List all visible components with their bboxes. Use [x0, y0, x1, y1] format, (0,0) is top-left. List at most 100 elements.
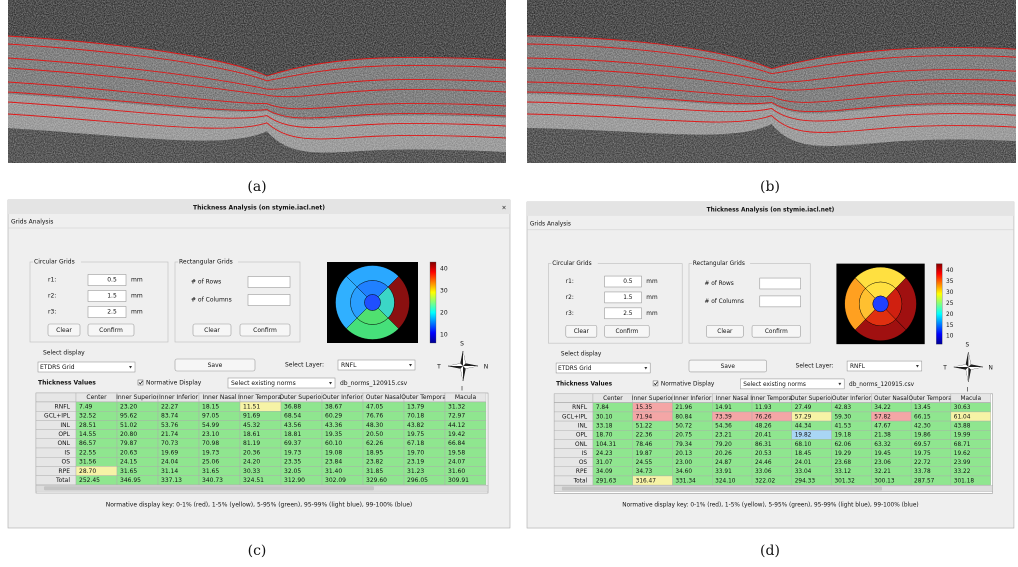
scroll-thumb[interactable] [44, 486, 374, 490]
cell-value: 72.97 [448, 413, 465, 420]
cell-value: 33.91 [715, 469, 732, 475]
row-label: INL [60, 422, 70, 429]
cell-value: 31.56 [79, 459, 96, 466]
menu-item[interactable]: Grids Analysis [530, 221, 571, 227]
cell-value: 51.02 [120, 422, 137, 429]
colorbar-tick: 40 [946, 268, 954, 274]
cell-value: 31.23 [407, 468, 424, 475]
cell-value: 24.15 [120, 459, 137, 466]
table-header: Inner Superior [632, 396, 674, 402]
window-title: Thickness Analysis (on stymie.iacl.net) [707, 207, 835, 213]
cell-value: 22.36 [636, 433, 653, 439]
field-unit: mm [646, 311, 658, 317]
cell-value: 19.73 [284, 449, 301, 456]
cell-value: 337.13 [161, 477, 182, 484]
cell-value: 61.04 [954, 414, 971, 420]
cell-value: 48.26 [755, 423, 772, 429]
panel-caption: (b) [760, 179, 780, 195]
cell-value: 296.05 [407, 477, 428, 484]
cell-value: 31.60 [448, 468, 465, 475]
field-label: # of Columns [191, 297, 232, 304]
cell-value: 66.15 [914, 414, 931, 420]
close-button[interactable]: × [501, 205, 506, 212]
table-header: Outer Temporal [909, 396, 954, 402]
compass-label: N [484, 364, 489, 371]
cell-value: 7.84 [596, 405, 609, 411]
compass-label: S [966, 343, 970, 349]
cell-value: 329.60 [366, 477, 387, 484]
cell-value: 20.63 [120, 449, 137, 456]
table-header: Inner Inferior [673, 396, 711, 402]
button-label: Clear [574, 329, 590, 335]
field-label: r1: [48, 277, 56, 284]
cell-value: 59.30 [834, 414, 851, 420]
dropdown-value: Select existing norms [743, 382, 806, 388]
cell-value: 73.39 [715, 414, 732, 420]
cell-value: 28.51 [79, 422, 96, 429]
norms-file: db_norms_120915.csv [849, 382, 915, 388]
cell-value: 68.54 [284, 413, 301, 420]
cell-value: 79.87 [120, 440, 137, 447]
cell-value: 21.96 [675, 405, 692, 411]
cell-value: 22.55 [79, 449, 96, 456]
cell-value: 33.12 [834, 469, 851, 475]
panel-caption: (c) [248, 543, 267, 559]
table-header: Center [86, 394, 107, 401]
row-label: RPE [58, 468, 70, 475]
text-input[interactable] [248, 295, 290, 306]
cell-value: 18.70 [596, 433, 613, 439]
norm-key: Normative display key: 0-1% (red), 1-5% … [622, 503, 918, 509]
cell-value: 36.88 [284, 403, 301, 410]
colorbar-tick: 30 [440, 288, 448, 295]
field-value: 2.5 [623, 311, 632, 317]
table-header: Outer Nasal [874, 396, 909, 402]
colorbar-tick: 25 [946, 301, 954, 307]
cell-value: 53.76 [161, 422, 178, 429]
text-input[interactable] [760, 296, 801, 307]
cell-value: 24.55 [636, 460, 653, 466]
cell-value: 54.36 [715, 423, 732, 429]
button-label: Confirm [253, 327, 277, 334]
menu-item[interactable]: Grids Analysis [11, 219, 53, 226]
cell-value: 24.87 [715, 460, 732, 466]
cell-value: 11.93 [755, 405, 772, 411]
dropdown-value: ETDRS Grid [40, 364, 75, 371]
text-input[interactable] [248, 277, 290, 288]
cell-value: 340.73 [202, 477, 223, 484]
cell-value: 32.05 [284, 468, 301, 475]
table-header: Macula [455, 394, 477, 401]
cell-value: 252.45 [79, 477, 100, 484]
cell-value: 18.81 [284, 431, 301, 438]
cell-value: 95.62 [120, 413, 137, 420]
cell-value: 33.06 [755, 469, 772, 475]
row-header-cell [36, 457, 76, 466]
text-input[interactable] [760, 278, 801, 289]
cell-value: 20.80 [120, 431, 137, 438]
table-header: Inner Nasal [716, 396, 749, 402]
table-header-cell [36, 393, 76, 402]
button-label: Save [721, 364, 736, 370]
panel-caption: (d) [760, 543, 780, 559]
cell-value: 23.99 [954, 460, 971, 466]
colorbar-tick: 40 [440, 266, 448, 273]
compass-label: T [942, 365, 947, 371]
cell-value: 346.95 [120, 477, 141, 484]
cell-value: 27.49 [795, 405, 812, 411]
button-label: Save [208, 362, 223, 369]
cell-value: 7.49 [79, 403, 93, 410]
table-header: Inner Superior [116, 394, 159, 401]
row-label: RNFL [55, 403, 71, 410]
button-label: Clear [717, 329, 733, 335]
scroll-thumb[interactable] [562, 487, 882, 491]
cell-value: 68.71 [954, 442, 971, 448]
app-window: Thickness Analysis (on stymie.iacl.net)×… [8, 200, 510, 528]
select-layer-label: Select Layer: [285, 362, 324, 369]
cell-value: 34.22 [874, 405, 891, 411]
cell-value: 76.76 [366, 413, 383, 420]
group-title: Circular Grids [34, 259, 75, 266]
cell-value: 25.06 [202, 459, 219, 466]
cell-value: 15.35 [636, 405, 653, 411]
row-label: IS [582, 451, 588, 457]
colorbar-tick: 10 [440, 332, 448, 339]
cell-value: 23.84 [325, 459, 342, 466]
